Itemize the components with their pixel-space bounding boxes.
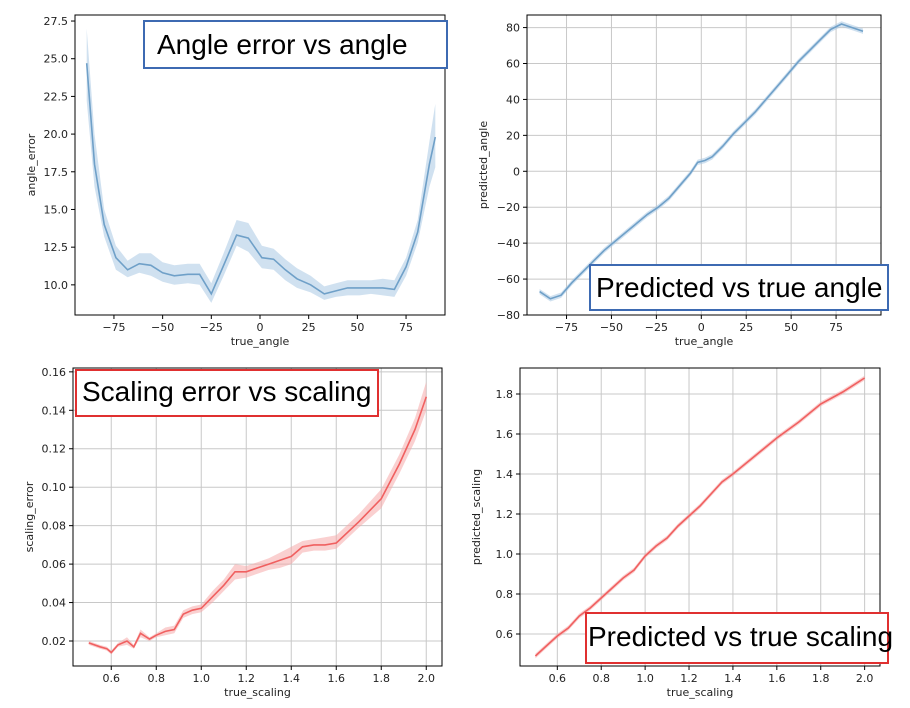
y-tick-label: −40: [497, 237, 520, 250]
series-line: [85, 63, 437, 296]
x-tick-label: −75: [102, 321, 125, 334]
x-tick-label: 2.0: [856, 672, 874, 685]
y-tick-label: 15.0: [44, 203, 69, 216]
y-tick-label: 22.5: [44, 90, 69, 103]
x-tick-label: 1.2: [238, 672, 256, 685]
x-axis-label: true_angle: [231, 335, 290, 348]
y-tick-label: 0.12: [42, 443, 67, 456]
x-tick-label: −75: [555, 321, 578, 334]
chart-1: −75 −50 −25 0 25 50 75 10.0 12.5 15.0 17.5 20.0 22.5…: [25, 14, 448, 348]
x-tick-label: 1.0: [193, 672, 211, 685]
y-tick-label: 25.0: [44, 53, 69, 66]
x-tick-label: 2.0: [418, 672, 436, 685]
chart-title: Scaling error vs scaling: [82, 376, 371, 407]
y-tick-label: 0.08: [42, 520, 67, 533]
chart-2: −75 −50 −25 0 25 50 75 −80 −60 −40 −20 0 20 40 60 80 tru…: [477, 14, 889, 348]
y-tick-label: 12.5: [44, 241, 69, 254]
x-tick-label: 1.8: [812, 672, 830, 685]
x-tick-label: −50: [151, 321, 174, 334]
y-tick-label: 1.4: [496, 468, 514, 481]
x-tick-label: 0.8: [592, 672, 610, 685]
y-tick-label: 20.0: [44, 128, 69, 141]
confidence-band: [88, 381, 427, 655]
y-tick-label: −80: [497, 309, 520, 322]
x-tick-label: 1.0: [636, 672, 654, 685]
x-tick-label: 0: [257, 321, 264, 334]
title-box: [143, 20, 448, 69]
axes-frame: [526, 14, 882, 316]
x-tick-label: 0.8: [148, 672, 166, 685]
chart-title: Predicted vs true scaling: [588, 621, 893, 652]
y-tick-label: 10.0: [44, 279, 69, 292]
y-tick-label: 20: [506, 129, 520, 142]
y-tick-label: 0.8: [496, 588, 514, 601]
y-tick-label: 0: [513, 165, 520, 178]
y-axis-label: angle_error: [25, 133, 38, 196]
y-tick-label: 17.5: [44, 166, 69, 179]
y-axis-label: scaling_error: [23, 481, 36, 552]
x-tick-label: 50: [784, 321, 798, 334]
y-tick-label: 80: [506, 22, 520, 35]
y-tick-label: 60: [506, 58, 520, 71]
x-tick-label: −50: [600, 321, 623, 334]
x-tick-label: −25: [645, 321, 668, 334]
x-tick-label: 1.4: [724, 672, 742, 685]
y-tick-label: 1.8: [496, 388, 514, 401]
x-tick-label: 75: [399, 321, 413, 334]
y-tick-label: −60: [497, 273, 520, 286]
y-tick-label: 0.6: [496, 628, 514, 641]
y-tick-label: 40: [506, 93, 520, 106]
confidence-band: [535, 375, 865, 659]
y-axis-label: predicted_scaling: [470, 469, 483, 565]
y-tick-label: 1.6: [496, 428, 514, 441]
axes-frame: [72, 367, 443, 667]
series-line: [534, 377, 866, 657]
y-tick-label: 0.14: [42, 404, 67, 417]
x-tick-label: 1.4: [283, 672, 301, 685]
y-tick-label: −20: [497, 201, 520, 214]
y-tick-label: 1.2: [496, 508, 514, 521]
x-tick-label: 0.6: [103, 672, 121, 685]
series-line: [539, 23, 864, 300]
title-box: [589, 264, 889, 311]
x-tick-label: 25: [739, 321, 753, 334]
series-line: [88, 396, 428, 654]
y-tick-label: 0.16: [42, 366, 67, 379]
x-tick-label: 1.6: [768, 672, 786, 685]
x-axis-label: true_angle: [675, 335, 734, 348]
axes-frame: [519, 367, 881, 667]
confidence-band: [86, 28, 436, 303]
y-tick-label: 0.06: [42, 558, 67, 571]
x-tick-label: 0: [698, 321, 705, 334]
title-box: [585, 612, 889, 664]
x-tick-label: 75: [829, 321, 843, 334]
x-axis-label: true_scaling: [667, 686, 734, 699]
x-tick-label: 25: [302, 321, 316, 334]
x-axis-label: true_scaling: [224, 686, 291, 699]
x-tick-label: 50: [350, 321, 364, 334]
y-tick-label: 1.0: [496, 548, 514, 561]
chart-title: Predicted vs true angle: [596, 272, 882, 303]
title-box: [75, 369, 379, 417]
chart-3: 0.6 0.8 1.0 1.2 1.4 1.6 1.8 2.0 0.02 0.04 0.06 0.08…: [23, 366, 443, 699]
x-tick-label: 0.6: [549, 672, 567, 685]
x-tick-label: −25: [200, 321, 223, 334]
x-tick-label: 1.8: [373, 672, 391, 685]
y-axis-label: predicted_angle: [477, 121, 490, 209]
x-tick-label: 1.6: [328, 672, 346, 685]
y-tick-label: 0.04: [42, 597, 67, 610]
chart-title: Angle error vs angle: [157, 29, 408, 60]
y-tick-label: 27.5: [44, 15, 69, 28]
y-tick-label: 0.02: [42, 635, 67, 648]
x-tick-label: 1.2: [680, 672, 698, 685]
y-tick-label: 0.10: [42, 481, 67, 494]
chart-4: 0.6 0.8 1.0 1.2 1.4 1.6 1.8 2.0 0.6 0.8 1.0 1.2 1.4 1…: [470, 367, 893, 699]
